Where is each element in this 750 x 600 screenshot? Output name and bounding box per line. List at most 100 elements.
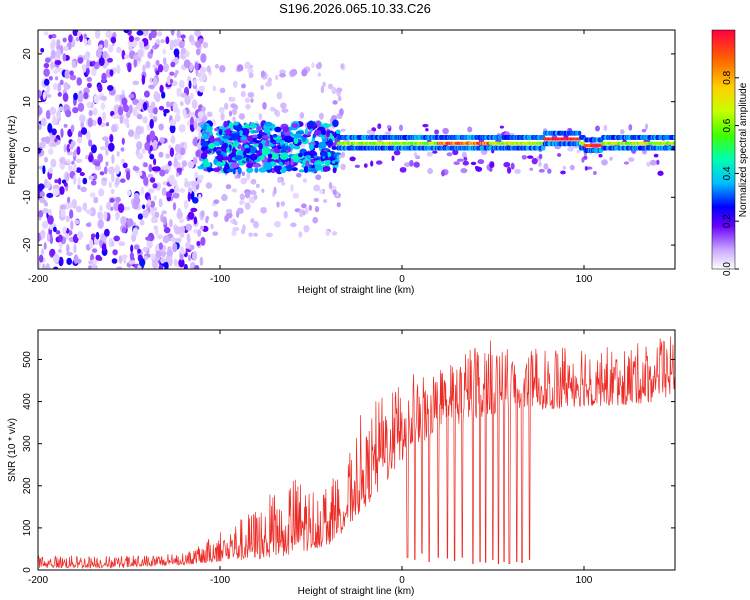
spectrogram-cell	[43, 68, 50, 77]
spectrogram-cell	[161, 244, 167, 252]
spectrogram-cell	[173, 56, 179, 65]
spectrogram-cell	[250, 98, 254, 103]
spectrogram-cell	[273, 165, 282, 173]
x-tick-label: -100	[210, 274, 230, 285]
spectrogram-cell	[200, 152, 208, 160]
spectrogram-cell	[242, 224, 246, 232]
spectrogram-cell	[99, 146, 107, 151]
spectrogram-cell	[413, 152, 418, 157]
spectrogram-cell	[172, 39, 178, 48]
spectrogram-cell	[644, 123, 649, 131]
spectrogram-cell	[262, 102, 267, 110]
y-tick-label: 500	[22, 351, 33, 368]
spectrogram-cell	[169, 118, 177, 127]
spectrogram-cell	[194, 264, 200, 269]
spectrogram-cell	[247, 68, 254, 74]
spectrogram-cell	[73, 174, 77, 185]
spectrogram-cell	[170, 135, 176, 144]
spectrogram-cell	[144, 141, 151, 151]
spectrogram-cell	[230, 219, 234, 224]
spectrogram-cell	[247, 135, 254, 142]
spectrogram-cell	[178, 123, 186, 133]
spectrogram-cell	[90, 233, 96, 239]
spectrogram-cell	[212, 85, 217, 92]
spectrogram-cell	[249, 124, 258, 129]
spectrogram-cell	[239, 130, 243, 136]
spectrogram-cell	[302, 178, 308, 183]
spectrogram-cell	[84, 154, 89, 160]
spectrogram-cell	[135, 125, 143, 135]
spectrogram-cell	[304, 128, 309, 135]
spectrogram-cell	[489, 162, 495, 168]
spectrogram-cell	[160, 256, 165, 264]
spectrogram-cell	[119, 178, 126, 183]
spectrogram-cell	[137, 49, 144, 58]
spectrogram-cell	[79, 172, 85, 177]
spectrogram-cell	[191, 251, 198, 261]
spectrogram-cell	[202, 126, 207, 132]
spectrogram-cell	[194, 136, 198, 147]
spectrogram-cell	[133, 133, 141, 140]
spectrogram-cell	[187, 191, 191, 202]
spectrogram-cell	[241, 128, 250, 136]
spectrogram-cell	[225, 128, 231, 135]
spectrogram-cell	[240, 136, 247, 141]
spectrogram-cell	[301, 68, 308, 77]
spectrogram-cell	[183, 59, 191, 69]
spectrogram-cell	[256, 150, 262, 157]
spectrogram-cell	[59, 156, 66, 164]
spectrogram-cell	[183, 199, 189, 210]
spectrogram-cell	[147, 188, 155, 194]
spectrogram-cell	[276, 201, 280, 208]
spectrogram-cell	[39, 141, 46, 149]
spectrogram-cell	[279, 152, 289, 160]
spectrogram-cell	[116, 64, 121, 75]
spectrogram-cell	[160, 39, 165, 44]
spectrogram-cell	[111, 240, 115, 247]
spectrogram-cell	[121, 97, 128, 106]
spectrogram-cell	[173, 258, 178, 267]
spectrogram-cell	[213, 167, 221, 173]
spectrogram-cell	[47, 215, 54, 225]
spectrogram-cell	[244, 191, 251, 199]
spectrogram-cell	[100, 95, 107, 101]
spectrogram-cell	[598, 153, 603, 158]
spectrogram-cell	[255, 183, 260, 189]
spectrogram-cell	[263, 161, 272, 170]
spectrogram-cell	[118, 255, 123, 264]
spectrogram-cell	[219, 87, 226, 94]
spectrogram-cell	[76, 146, 81, 156]
spectrogram-cell	[88, 109, 93, 117]
spectrogram-cell	[62, 226, 67, 233]
spectrogram-cell	[317, 61, 322, 69]
spectrogram-cell	[70, 220, 74, 231]
spectrogram-cell	[267, 153, 273, 159]
spectrogram-cell	[260, 206, 267, 214]
spectrogram-cell	[138, 171, 143, 177]
spectrogram-cell	[253, 232, 259, 237]
spectrogram-cell	[175, 152, 183, 161]
spectrogram-cell	[200, 163, 204, 168]
spectrogram-cell	[48, 148, 54, 155]
spectrogram-cell	[143, 90, 150, 98]
spectrogram-cell	[146, 238, 153, 249]
spectrogram-cell	[248, 72, 254, 79]
spectrogram-cell	[241, 83, 246, 89]
spectrogram-cell	[609, 156, 613, 161]
spectrogram-cell	[461, 151, 467, 159]
spectrogram-cell	[198, 194, 202, 199]
spectrogram-cell	[52, 114, 56, 122]
spectrogram-cell	[38, 254, 44, 263]
spectrogram-cell	[174, 225, 181, 235]
spectrogram-cell	[281, 181, 286, 186]
y-tick-label: 10	[22, 96, 33, 108]
spectrogram-cell	[163, 216, 167, 226]
spectrogram-cell	[321, 130, 326, 136]
x-tick-label: 100	[576, 575, 593, 586]
spectrogram-cell	[168, 256, 173, 267]
spectrogram-cell	[225, 184, 232, 190]
spectrogram-cell	[413, 161, 420, 168]
spectrogram-cell	[132, 106, 138, 117]
spectrogram-cell	[44, 201, 49, 207]
spectrogram-cell	[137, 248, 141, 254]
